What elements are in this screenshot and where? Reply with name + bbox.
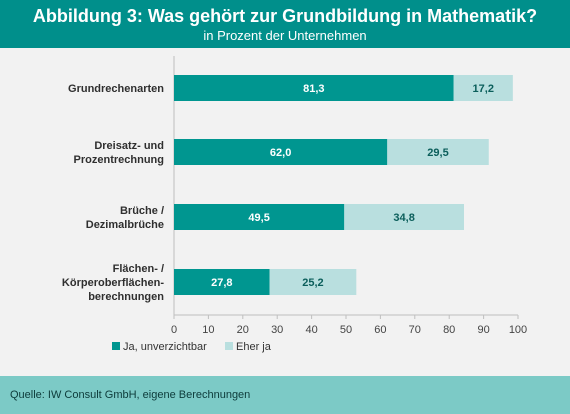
category-label: Flächen- / Körperoberflächen-berechnungen (62, 263, 164, 303)
bar-ja-unverzichtbar (174, 269, 270, 295)
x-tick-label: 40 (305, 324, 317, 336)
category-label-line: Körperoberflächen- (62, 277, 164, 289)
chart-subtitle: in Prozent der Unternehmen (203, 28, 367, 43)
x-tick-label: 0 (171, 324, 177, 336)
category-label-line: berechnungen (88, 291, 164, 303)
category-label-line: Dreisatz- und (94, 140, 164, 152)
x-tick-label: 10 (202, 324, 214, 336)
bar-ja-unverzichtbar (174, 204, 345, 230)
legend-label: Eher ja (236, 341, 272, 353)
category-label-line: Grundrechenarten (68, 83, 164, 95)
category-label-line: Brüche / (120, 205, 164, 217)
x-tick-label: 100 (509, 324, 527, 336)
stacked-bar-chart: 0 10 20 30 40 50 60 70 80 90 100 Grundrechenarten Dr… (62, 56, 527, 353)
data-label: 49,5 (248, 212, 269, 224)
header: Abbildung 3: Was gehört zur Grundbildung… (0, 0, 570, 48)
category-label: Grundrechenarten (68, 83, 164, 95)
data-label: 62,0 (270, 147, 291, 159)
bar-eher-ja (269, 269, 357, 295)
bar-eher-ja (344, 204, 464, 230)
data-label: 81,3 (303, 83, 324, 95)
x-tick-label: 50 (340, 324, 352, 336)
data-label: 29,5 (427, 147, 448, 159)
category-label: Brüche / Dezimalbrüche (86, 205, 164, 231)
x-tick-label: 60 (374, 324, 386, 336)
x-tick-label: 20 (237, 324, 249, 336)
bar-eher-ja (453, 75, 513, 101)
data-label: 34,8 (393, 212, 414, 224)
x-tick-label: 30 (271, 324, 283, 336)
legend-label: Ja, unverzichtbar (123, 341, 207, 353)
category-label-line: Flächen- / (113, 263, 164, 275)
bar-eher-ja (387, 139, 489, 165)
x-tick-label: 80 (443, 324, 455, 336)
footer: Quelle: IW Consult GmbH, eigene Berechnu… (0, 376, 570, 414)
source-note: Quelle: IW Consult GmbH, eigene Berechnu… (10, 389, 251, 401)
data-label: 27,8 (211, 277, 232, 289)
chart-title: Abbildung 3: Was gehört zur Grundbildung… (32, 6, 538, 26)
x-tick-label: 90 (477, 324, 489, 336)
category-label: Dreisatz- und Prozentrechnung (74, 140, 164, 166)
legend-swatch (112, 342, 120, 350)
data-label: 25,2 (302, 277, 323, 289)
category-label-line: Prozentrechnung (74, 154, 164, 166)
x-tick-label: 70 (409, 324, 421, 336)
category-label-line: Dezimalbrüche (86, 219, 164, 231)
bar-ja-unverzichtbar (174, 75, 454, 101)
legend-swatch (225, 342, 233, 350)
bar-ja-unverzichtbar (174, 139, 388, 165)
data-label: 17,2 (473, 83, 494, 95)
